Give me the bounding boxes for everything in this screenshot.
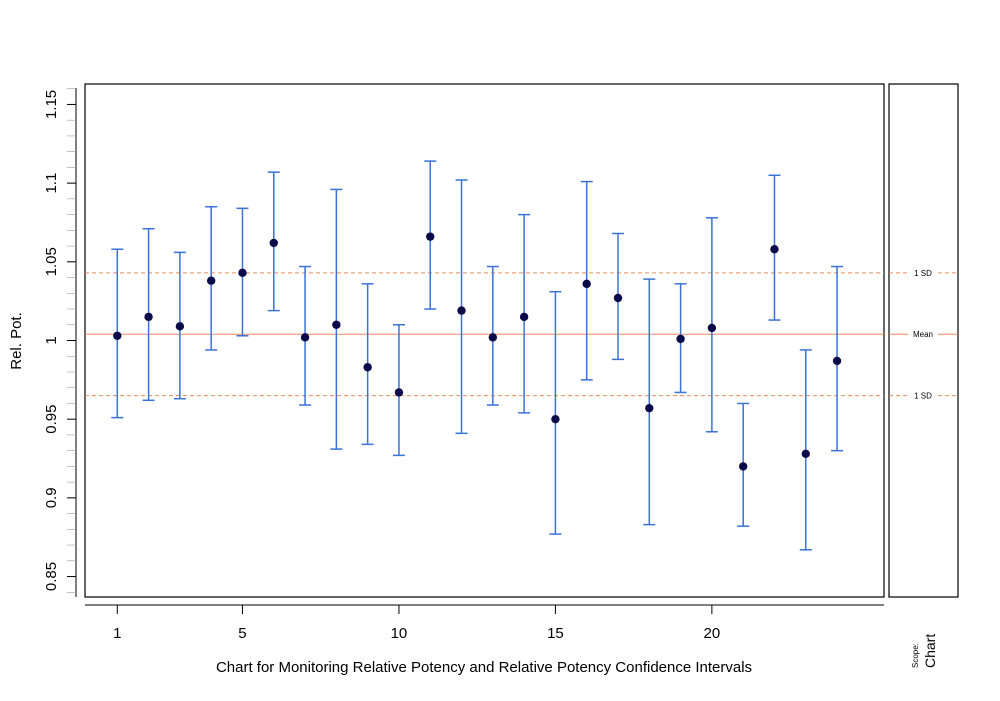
data-point — [394, 388, 404, 397]
data-point — [426, 232, 435, 241]
data-point — [113, 331, 122, 340]
y-tick-label: 0.85 — [43, 562, 60, 591]
data-point — [645, 403, 654, 413]
data-points — [113, 232, 842, 471]
y-axis-label: Rel. Pot. — [8, 312, 25, 370]
y-tick-label: 0.95 — [43, 405, 60, 434]
data-point — [488, 333, 498, 342]
side-panel — [888, 83, 959, 598]
data-point — [175, 322, 185, 331]
data-point — [613, 293, 623, 303]
data-point — [770, 245, 779, 254]
data-point — [457, 306, 466, 315]
reference-label: 1 SD — [914, 269, 932, 278]
reference-label: Mean — [913, 330, 933, 339]
data-point — [144, 312, 153, 322]
data-point — [300, 333, 310, 342]
data-point — [332, 320, 341, 329]
y-ticks: 0.85 0.9 0.95 1 1.05 1.1 1.15 — [43, 90, 76, 591]
y-tick-label: 1.15 — [43, 90, 60, 119]
data-point — [363, 363, 372, 372]
data-point — [519, 312, 529, 322]
reference-lines: 1 SD Mean 1 SD — [85, 267, 958, 401]
x-tick-label: 15 — [547, 625, 564, 642]
data-point — [676, 334, 685, 344]
data-point — [801, 449, 810, 459]
data-point — [269, 238, 278, 248]
data-point — [738, 462, 748, 471]
y-tick-label: 0.9 — [43, 487, 60, 508]
reference-label: 1 SD — [914, 392, 932, 401]
data-point — [206, 276, 216, 285]
y-tick-label: 1 — [43, 336, 60, 344]
scope-label: Scope: — [911, 643, 920, 668]
error-bars — [111, 160, 844, 551]
x-tick-label: 1 — [113, 625, 121, 642]
y-tick-label: 1.1 — [43, 173, 60, 194]
plot-frame — [84, 83, 885, 598]
reference-label-bg — [908, 390, 938, 401]
data-point — [832, 356, 842, 366]
y-tick-label: 1.05 — [43, 247, 60, 276]
x-tick-label: 5 — [238, 625, 246, 642]
x-tick-label: 20 — [704, 625, 721, 642]
reference-label-bg — [908, 329, 938, 340]
data-point — [582, 279, 591, 289]
reference-label-bg — [908, 267, 938, 278]
x-ticks: 1 5 10 15 20 — [113, 605, 720, 642]
data-point — [238, 268, 247, 278]
data-point — [551, 414, 560, 424]
x-tick-label: 10 — [391, 625, 408, 642]
scope-value: Chart — [922, 634, 938, 668]
data-point — [707, 323, 717, 333]
x-axis-label: Chart for Monitoring Relative Potency an… — [216, 659, 752, 676]
